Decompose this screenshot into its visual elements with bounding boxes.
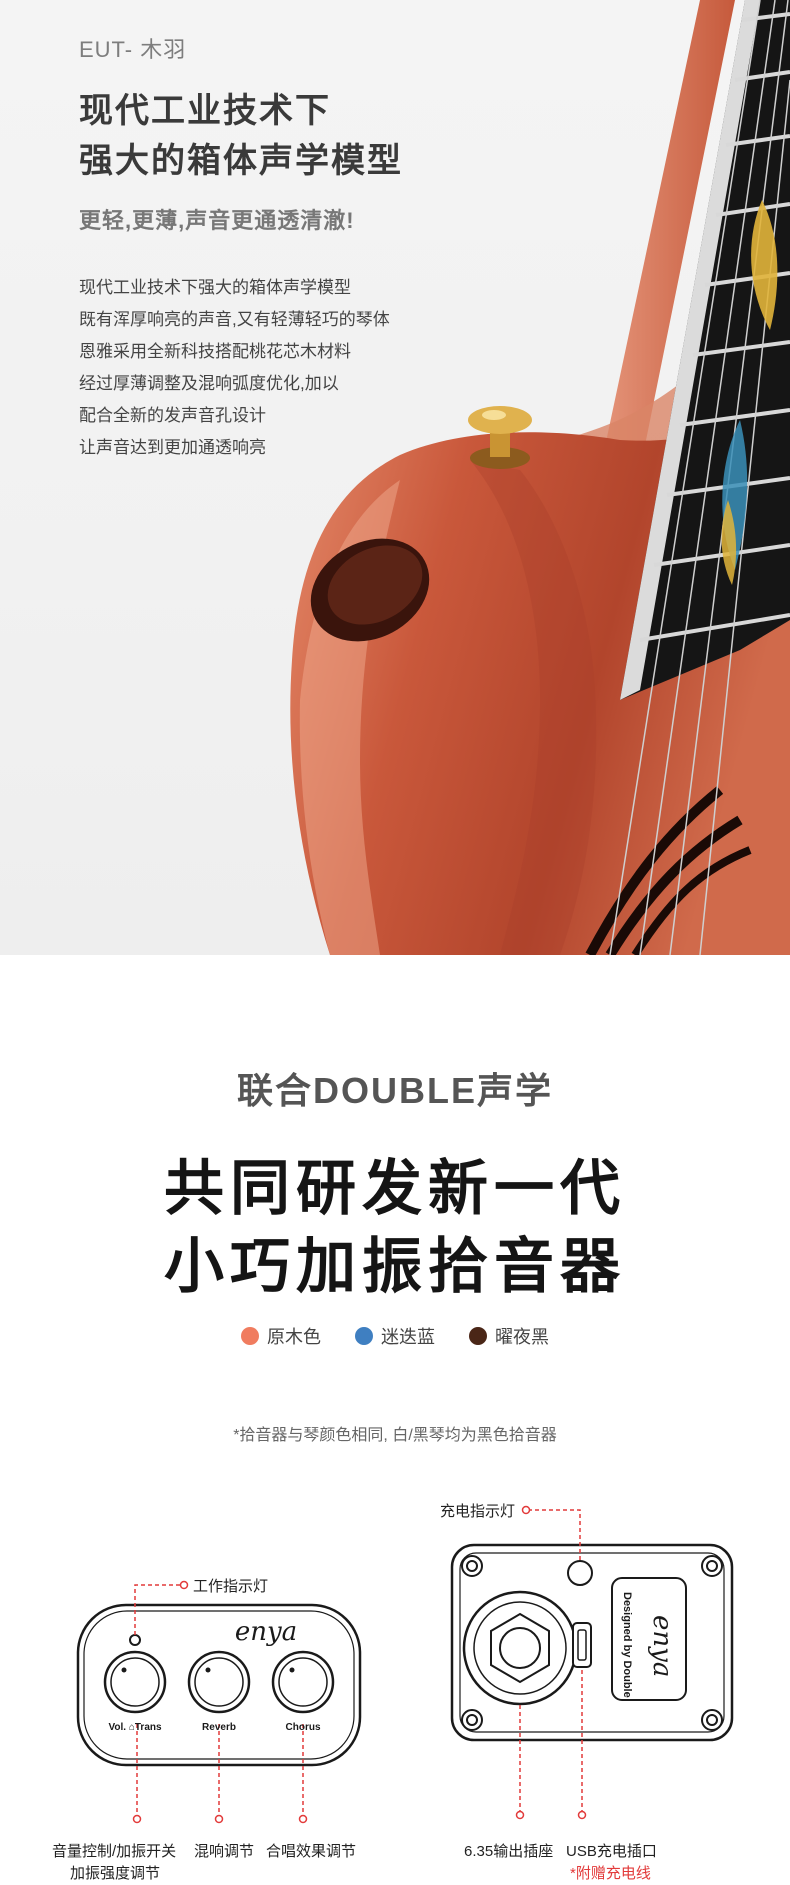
gift-caption: *附赠充电线 bbox=[570, 1865, 651, 1882]
color-name: 迷迭蓝 bbox=[381, 1327, 435, 1347]
vol-caption-2: 加振强度调节 bbox=[70, 1865, 161, 1882]
color-dot bbox=[241, 1327, 259, 1345]
body-line: 既有浑厚响亮的声音,又有轻薄轻巧的琴体 bbox=[79, 310, 390, 329]
hero-body: 现代工业技术下强大的箱体声学模型 既有浑厚响亮的声音,又有轻薄轻巧的琴体 恩雅采… bbox=[79, 272, 390, 464]
ukulele-photo bbox=[290, 0, 790, 955]
hero-subtitle: 更轻,更薄,声音更通透清澈! bbox=[79, 208, 355, 233]
headline-line-2: 强大的箱体声学模型 bbox=[79, 142, 403, 180]
body-line: 配合全新的发声音孔设计 bbox=[79, 406, 266, 425]
pickup-diagrams: Designed by Double enya enya Vol. ⌂Trans… bbox=[0, 1480, 790, 1885]
output-caption: 6.35输出插座 bbox=[464, 1843, 554, 1860]
enya-logo-left: enya bbox=[235, 1617, 297, 1647]
knob-label-vol: Vol. ⌂Trans bbox=[108, 1722, 162, 1733]
hero-section: EUT- 木羽 现代工业技术下 强大的箱体声学模型 更轻,更薄,声音更通透清澈!… bbox=[0, 0, 790, 955]
reverb-caption: 混响调节 bbox=[194, 1843, 255, 1860]
knob-label-chorus: Chorus bbox=[286, 1722, 321, 1733]
hero-headline: 现代工业技术下 强大的箱体声学模型 bbox=[79, 86, 403, 186]
body-line: 经过厚薄调整及混响弧度优化,加以 bbox=[79, 374, 339, 393]
color-option-black: 曜夜黑 bbox=[469, 1323, 549, 1349]
designed-by-text: Designed by Double bbox=[621, 1592, 633, 1698]
control-panel-diagram bbox=[76, 1580, 362, 1824]
pickup-title: 共同研发新一代 小巧加振拾音器 bbox=[0, 1150, 790, 1306]
pickup-title-line-2: 小巧加振拾音器 bbox=[164, 1233, 626, 1300]
charging-panel-diagram: Designed by Double enya bbox=[450, 1505, 734, 1820]
knob-label-reverb: Reverb bbox=[202, 1722, 236, 1733]
pickup-diagram-drawing: Designed by Double enya enya Vol. ⌂Trans… bbox=[76, 1505, 734, 1824]
body-line: 恩雅采用全新科技搭配桃花芯木材料 bbox=[79, 342, 351, 361]
indicator-label: 工作指示灯 bbox=[193, 1578, 269, 1595]
enya-logo-right: enya bbox=[647, 1615, 677, 1677]
vol-caption: 音量控制/加振开关 bbox=[52, 1843, 177, 1860]
color-option-wood: 原木色 bbox=[241, 1323, 321, 1349]
color-option-blue: 迷迭蓝 bbox=[355, 1323, 435, 1349]
color-name: 曜夜黑 bbox=[495, 1327, 549, 1347]
body-line: 让声音达到更加通透响亮 bbox=[79, 438, 266, 457]
headline-line-1: 现代工业技术下 bbox=[79, 92, 331, 130]
color-dot bbox=[355, 1327, 373, 1345]
model-name: EUT- 木羽 bbox=[79, 37, 187, 62]
color-options: 原木色 迷迭蓝 曜夜黑 bbox=[0, 1323, 790, 1349]
double-title: 联合DOUBLE声学 bbox=[237, 1070, 553, 1111]
body-line: 现代工业技术下强大的箱体声学模型 bbox=[79, 278, 351, 297]
chorus-caption: 合唱效果调节 bbox=[266, 1843, 357, 1860]
pickup-color-note: *拾音器与琴颜色相同, 白/黑琴均为黑色拾音器 bbox=[233, 1427, 557, 1444]
usb-caption: USB充电插口 bbox=[566, 1843, 657, 1860]
color-dot bbox=[469, 1327, 487, 1345]
color-name: 原木色 bbox=[267, 1327, 321, 1347]
charge-indicator-label: 充电指示灯 bbox=[440, 1503, 516, 1520]
pickup-title-line-1: 共同研发新一代 bbox=[164, 1155, 626, 1222]
